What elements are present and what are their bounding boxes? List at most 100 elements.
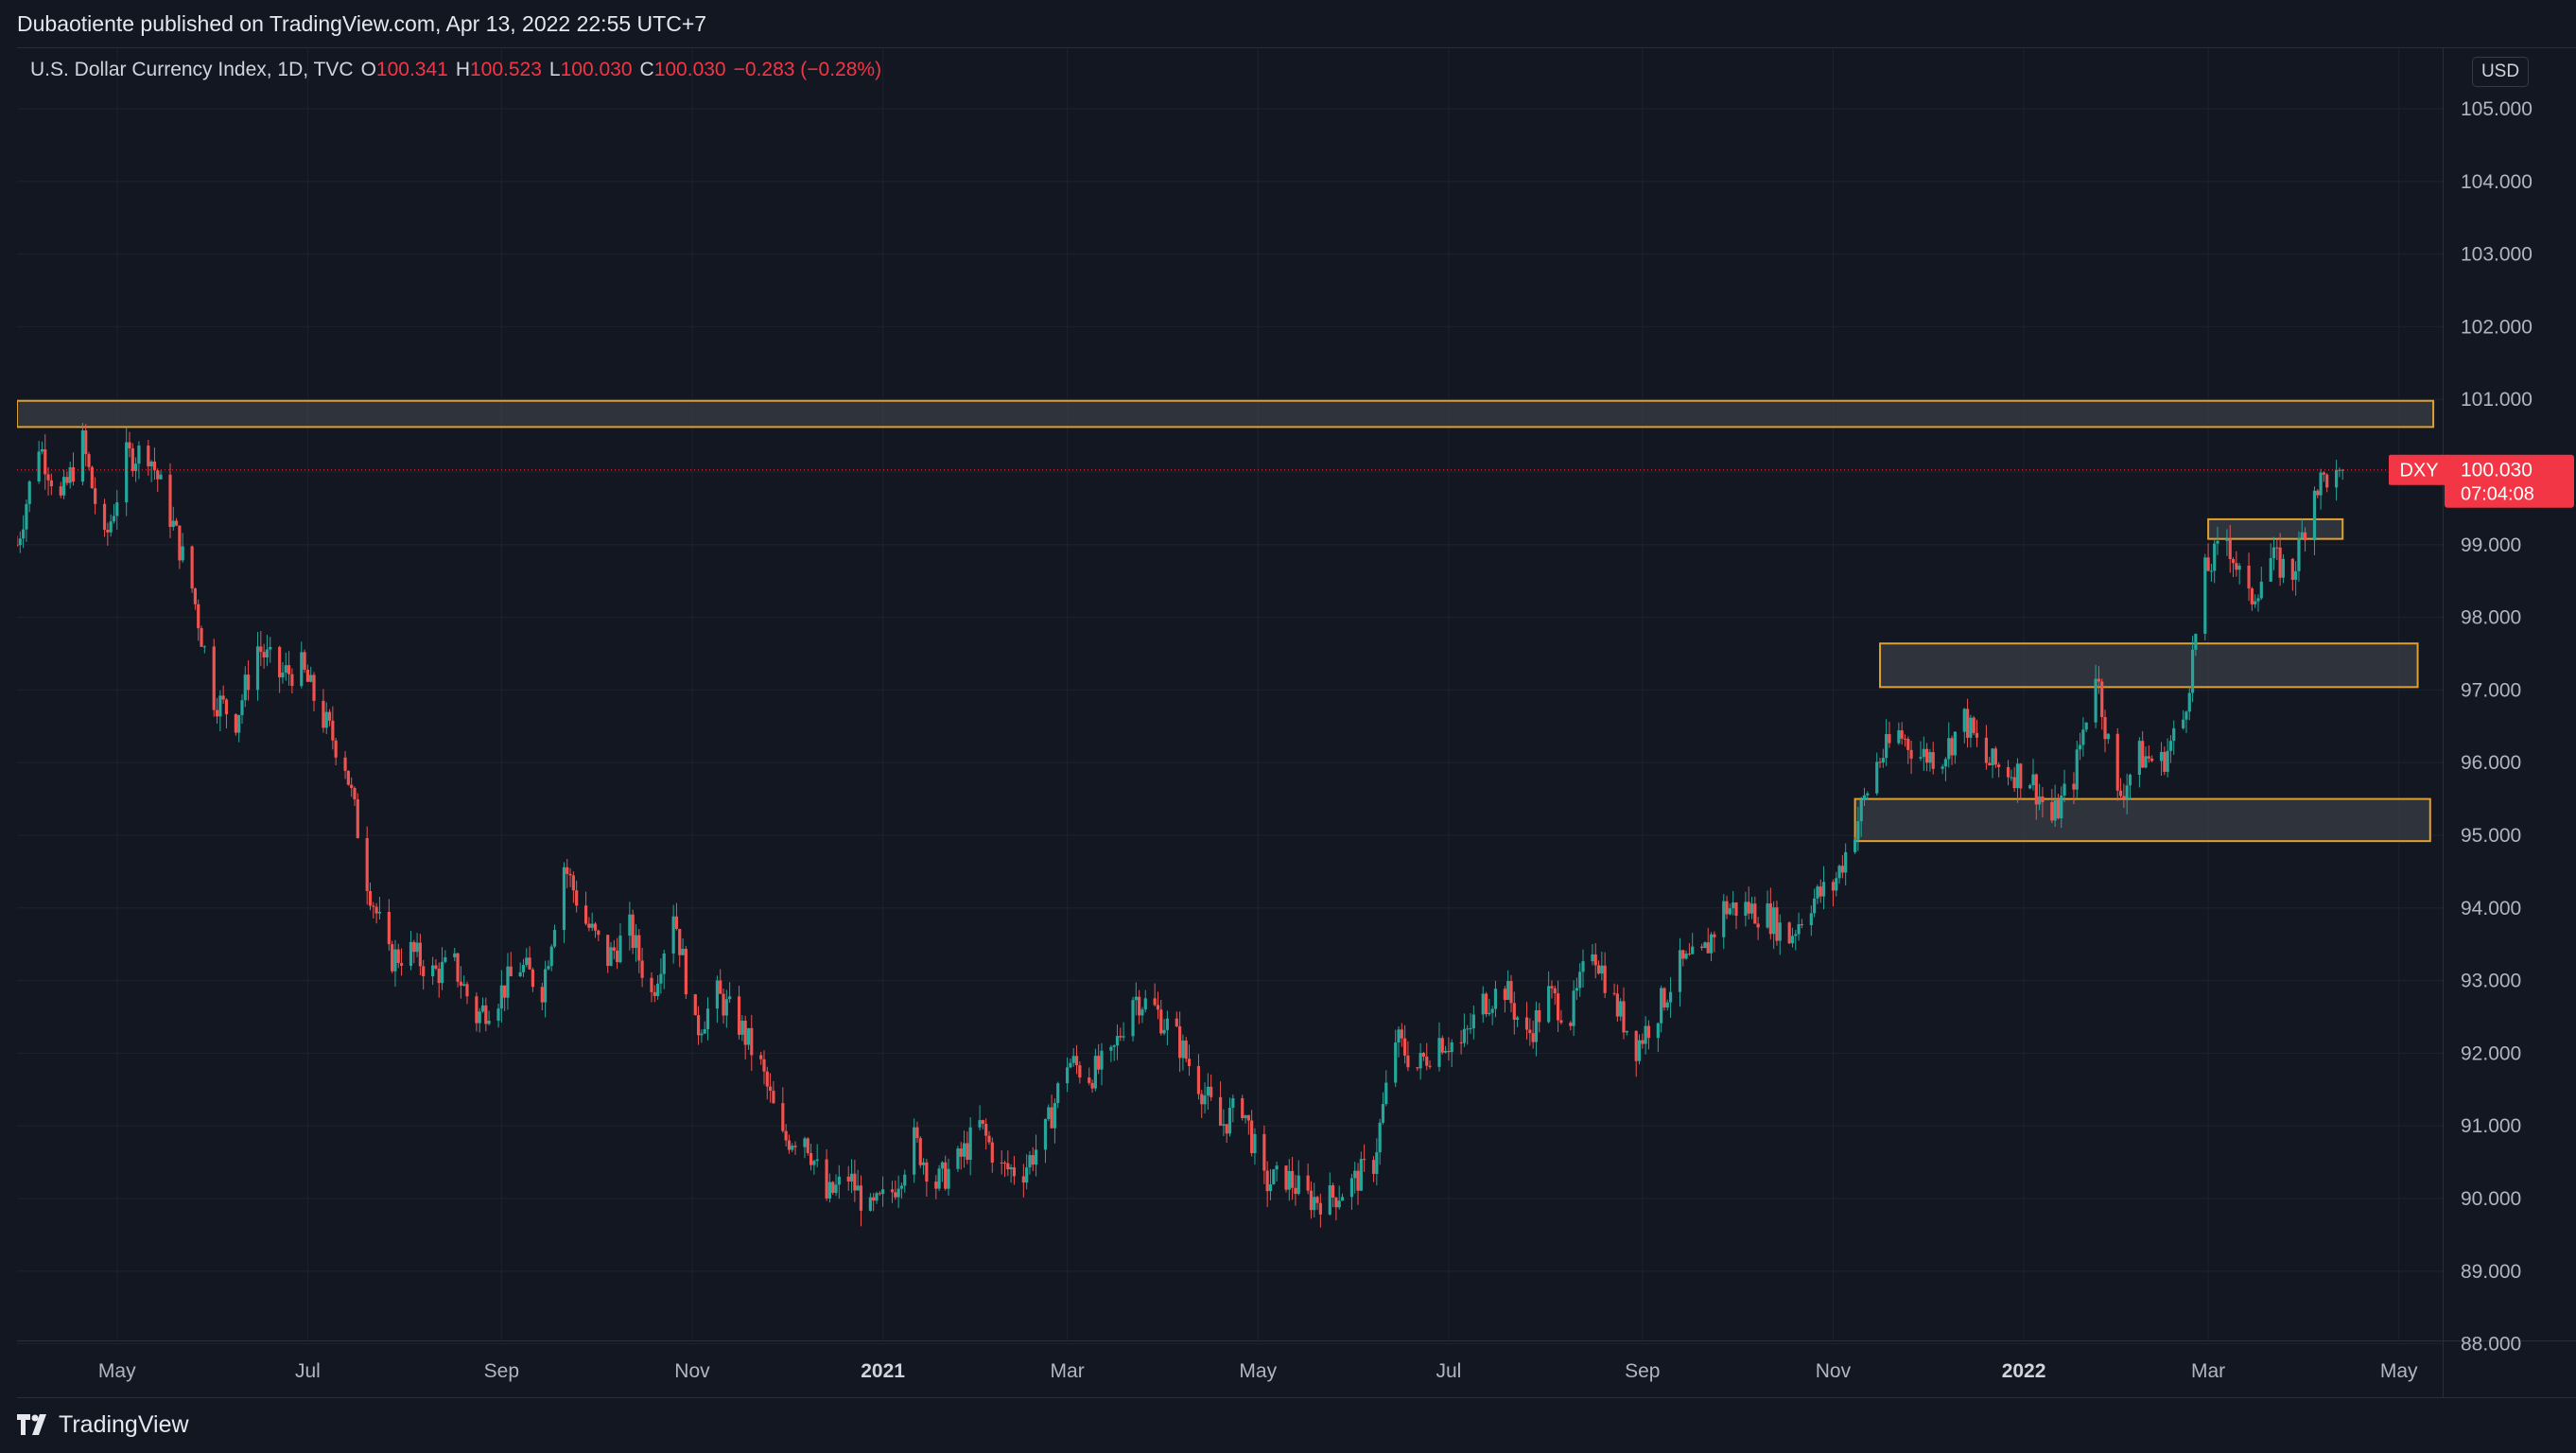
candle-body[interactable] bbox=[2256, 598, 2260, 602]
candle-body[interactable] bbox=[715, 980, 720, 1009]
candle-body[interactable] bbox=[499, 985, 503, 1009]
candle-body[interactable] bbox=[762, 1059, 766, 1072]
candle-body[interactable] bbox=[1112, 1045, 1116, 1047]
candle-body[interactable] bbox=[2206, 557, 2210, 571]
candle-body[interactable] bbox=[1090, 1082, 1094, 1089]
candle-body[interactable] bbox=[1778, 922, 1782, 941]
candle-body[interactable] bbox=[506, 966, 510, 998]
candle-body[interactable] bbox=[1947, 738, 1951, 760]
candle-body[interactable] bbox=[1662, 988, 1666, 1008]
candle-body[interactable] bbox=[190, 546, 194, 589]
candle-body[interactable] bbox=[1991, 748, 1994, 765]
candle-body[interactable] bbox=[944, 1162, 948, 1189]
candle-body[interactable] bbox=[1559, 1020, 1563, 1024]
candle-body[interactable] bbox=[1184, 1041, 1188, 1059]
candle-body[interactable] bbox=[1749, 903, 1754, 914]
candle-body[interactable] bbox=[59, 486, 62, 496]
candle-body[interactable] bbox=[444, 956, 447, 962]
candle-body[interactable] bbox=[1732, 902, 1735, 909]
candle-body[interactable] bbox=[834, 1184, 838, 1194]
candle-body[interactable] bbox=[1469, 1028, 1472, 1030]
candle-body[interactable] bbox=[618, 936, 622, 963]
candle-body[interactable] bbox=[1928, 752, 1932, 763]
candle-body[interactable] bbox=[1578, 972, 1582, 989]
candle-body[interactable] bbox=[1025, 1167, 1029, 1183]
candle-body[interactable] bbox=[1853, 839, 1857, 852]
candle-body[interactable] bbox=[1244, 1114, 1247, 1118]
candle-body[interactable] bbox=[2281, 558, 2286, 578]
candle-body[interactable] bbox=[1819, 886, 1822, 897]
candle-body[interactable] bbox=[1050, 1107, 1053, 1129]
candle-body[interactable] bbox=[2118, 790, 2123, 797]
candle-body[interactable] bbox=[518, 972, 522, 976]
candle-body[interactable] bbox=[2122, 796, 2126, 799]
candle-body[interactable] bbox=[1334, 1198, 1338, 1208]
candle-body[interactable] bbox=[356, 799, 359, 838]
candle-body[interactable] bbox=[322, 700, 325, 728]
candle-body[interactable] bbox=[1315, 1197, 1319, 1203]
candle-body[interactable] bbox=[2225, 538, 2229, 541]
candle-body[interactable] bbox=[269, 646, 272, 650]
candle-body[interactable] bbox=[1665, 1002, 1669, 1008]
candle-body[interactable] bbox=[2078, 744, 2082, 750]
candle-body[interactable] bbox=[2159, 751, 2164, 762]
candle-body[interactable] bbox=[281, 673, 285, 678]
candle-body[interactable] bbox=[68, 466, 72, 483]
candle-body[interactable] bbox=[393, 949, 397, 972]
candle-body[interactable] bbox=[1421, 1053, 1426, 1057]
candle-body[interactable] bbox=[2094, 678, 2097, 723]
candle-body[interactable] bbox=[1447, 1050, 1451, 1053]
candle-body[interactable] bbox=[300, 652, 304, 687]
candle-body[interactable] bbox=[1709, 934, 1714, 954]
candle-body[interactable] bbox=[459, 981, 462, 986]
candle-body[interactable] bbox=[571, 875, 575, 891]
candle-body[interactable] bbox=[806, 1138, 809, 1153]
candle-body[interactable] bbox=[2137, 741, 2141, 776]
candle-body[interactable] bbox=[746, 1027, 751, 1045]
candle-body[interactable] bbox=[719, 980, 722, 994]
candle-body[interactable] bbox=[2006, 766, 2010, 778]
candle-body[interactable] bbox=[1047, 1107, 1051, 1119]
candle-body[interactable] bbox=[2147, 756, 2150, 759]
candle-body[interactable] bbox=[547, 966, 550, 970]
candle-body[interactable] bbox=[2172, 727, 2176, 742]
candle-body[interactable] bbox=[2182, 719, 2185, 728]
candle-body[interactable] bbox=[2341, 469, 2344, 471]
candle-body[interactable] bbox=[1700, 946, 1704, 949]
candle-body[interactable] bbox=[872, 1197, 876, 1201]
candle-body[interactable] bbox=[2141, 741, 2145, 768]
candle-body[interactable] bbox=[37, 451, 41, 481]
candle-body[interactable] bbox=[1691, 946, 1695, 954]
candle-body[interactable] bbox=[278, 646, 282, 678]
candle-body[interactable] bbox=[1484, 993, 1488, 1015]
candle-body[interactable] bbox=[1131, 1000, 1135, 1037]
candle-body[interactable] bbox=[678, 929, 682, 955]
candle-body[interactable] bbox=[1538, 1009, 1541, 1023]
candle-body[interactable] bbox=[496, 1008, 500, 1021]
candle-body[interactable] bbox=[1809, 913, 1813, 926]
candle-body[interactable] bbox=[1394, 1042, 1398, 1083]
candle-body[interactable] bbox=[2038, 796, 2042, 805]
candle-body[interactable] bbox=[1002, 1163, 1007, 1164]
candle-body[interactable] bbox=[2163, 751, 2167, 772]
candle-body[interactable] bbox=[587, 923, 591, 928]
candle-body[interactable] bbox=[327, 711, 332, 721]
candle-body[interactable] bbox=[1906, 739, 1910, 750]
candle-body[interactable] bbox=[27, 481, 31, 504]
candle-body[interactable] bbox=[2084, 722, 2088, 730]
candle-body[interactable] bbox=[1384, 1082, 1388, 1105]
candle-body[interactable] bbox=[1462, 1028, 1467, 1043]
candle-body[interactable] bbox=[1069, 1062, 1072, 1068]
candle-body[interactable] bbox=[2209, 570, 2213, 572]
candle-body[interactable] bbox=[981, 1120, 984, 1124]
candle-body[interactable] bbox=[990, 1142, 994, 1163]
candle-body[interactable] bbox=[846, 1176, 850, 1182]
candle-body[interactable] bbox=[656, 983, 660, 996]
candle-body[interactable] bbox=[674, 916, 679, 930]
candle-body[interactable] bbox=[1297, 1175, 1300, 1195]
candle-body[interactable] bbox=[1359, 1159, 1363, 1191]
candle-body[interactable] bbox=[1306, 1175, 1310, 1191]
candle-body[interactable] bbox=[2115, 733, 2119, 791]
candle-body[interactable] bbox=[46, 474, 50, 481]
candle-body[interactable] bbox=[1356, 1170, 1360, 1191]
